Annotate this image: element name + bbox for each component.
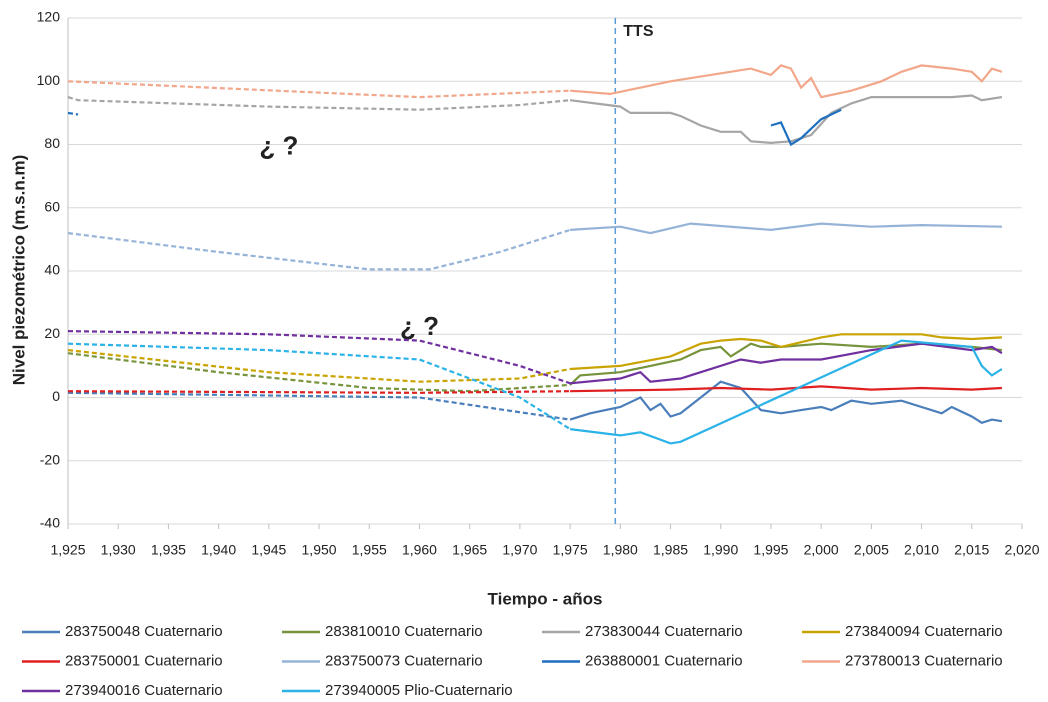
x-tick-label: 1,950 [302, 542, 337, 558]
x-tick-label: 2,000 [804, 542, 839, 558]
x-tick-label: 1,925 [50, 542, 85, 558]
series-line [570, 333, 1002, 371]
y-tick-label: -20 [40, 451, 60, 467]
y-tick-label: 0 [52, 388, 60, 404]
legend-label: 273830044 Cuaternario [585, 623, 743, 640]
x-tick-label: 2,010 [904, 542, 939, 558]
series-line-dashed [67, 391, 571, 421]
x-tick-label: 1,935 [151, 542, 186, 558]
series-line [570, 64, 1003, 99]
y-tick-label: 120 [37, 9, 61, 25]
series-line-dashed [67, 228, 571, 271]
x-tick-label: 2,020 [1004, 542, 1039, 558]
x-tick-label: 1,930 [101, 542, 136, 558]
series-line-dashed [67, 111, 79, 116]
legend-label: 283750073 Cuaternario [325, 652, 483, 669]
y-tick-label: 100 [37, 72, 61, 88]
y-tick-label: 60 [44, 198, 60, 214]
series-line-dashed [67, 330, 571, 385]
series-line [770, 108, 842, 147]
annotation: ¿ ? [259, 131, 298, 161]
series-line [570, 222, 1002, 235]
x-tick-label: 1,940 [201, 542, 236, 558]
series-line [570, 385, 1002, 393]
x-tick-label: 1,990 [703, 542, 738, 558]
legend-label: 273940016 Cuaternario [65, 682, 223, 699]
y-tick-label: 20 [44, 325, 60, 341]
legend-label: 273780013 Cuaternario [845, 652, 1003, 669]
legend-label: 273840094 Cuaternario [845, 623, 1003, 640]
x-tick-label: 1,995 [753, 542, 788, 558]
series-line [569, 94, 1003, 145]
legend-label: 273940005 Plio-Cuaternario [325, 682, 513, 699]
legend-label: 263880001 Cuaternario [585, 652, 743, 669]
series-line [569, 342, 1003, 385]
y-tick-label: 80 [44, 135, 60, 151]
series-line [569, 380, 1003, 425]
series-line-dashed [67, 349, 571, 383]
series-line-dashed [67, 96, 571, 111]
x-tick-label: 1,970 [502, 542, 537, 558]
x-tick-label: 1,980 [603, 542, 638, 558]
y-tick-label: -40 [40, 515, 60, 531]
y-tick-label: 40 [44, 262, 60, 278]
series-line-dashed [67, 390, 571, 394]
legend-label: 283810010 Cuaternario [325, 623, 483, 640]
series-line-dashed [67, 342, 571, 431]
x-tick-label: 1,985 [653, 542, 688, 558]
x-tick-label: 2,015 [954, 542, 989, 558]
x-tick-label: 1,965 [452, 542, 487, 558]
x-axis-title: Tiempo - años [488, 589, 603, 608]
x-tick-label: 2,005 [854, 542, 889, 558]
legend-label: 283750001 Cuaternario [65, 652, 223, 669]
series-line [569, 342, 1003, 386]
tts-label: TTS [623, 23, 654, 40]
x-tick-label: 1,960 [402, 542, 437, 558]
x-tick-label: 1,955 [352, 542, 387, 558]
annotation: ¿ ? [400, 311, 439, 341]
legend-label: 283750048 Cuaternario [65, 623, 223, 640]
series-line [569, 339, 1003, 445]
series-line-dashed [67, 80, 571, 99]
x-tick-label: 1,945 [251, 542, 286, 558]
y-axis-title: Nivel piezométrico (m.s.n.m) [9, 155, 28, 386]
x-tick-label: 1,975 [553, 542, 588, 558]
